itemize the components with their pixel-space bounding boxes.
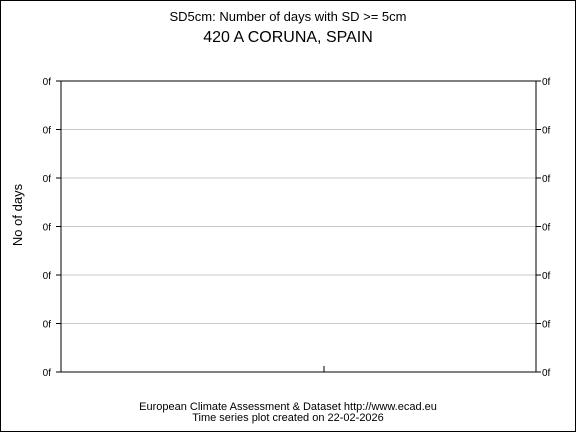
y-tick-label-right: 0f <box>542 320 551 331</box>
y-tick-label-left: 0f <box>43 223 52 234</box>
y-tick-label-right: 0f <box>542 174 551 185</box>
gridlines <box>61 129 536 324</box>
y-tick-label-left: 0f <box>43 126 52 137</box>
y-axis-label: No of days <box>10 183 25 246</box>
y-tick-label-left: 0f <box>43 368 52 379</box>
y-tick-label-right: 0f <box>542 368 551 379</box>
y-tick-label-right: 0f <box>542 223 551 234</box>
chart-subtitle: 420 A CORUNA, SPAIN <box>203 29 373 46</box>
ticks: 0f 0f 0f 0f 0f 0f 0f 0f 0f 0f 0f 0f 0f 0f <box>43 77 551 379</box>
y-tick-label-right: 0f <box>542 126 551 137</box>
y-tick-label-left: 0f <box>43 174 52 185</box>
y-tick-label-right: 0f <box>542 77 551 88</box>
y-tick-label-left: 0f <box>43 271 52 282</box>
footer-line-1: European Climate Assessment & Dataset ht… <box>139 401 437 413</box>
y-tick-label-left: 0f <box>43 77 52 88</box>
chart-title: SD5cm: Number of days with SD >= 5cm <box>170 9 407 24</box>
y-tick-label-left: 0f <box>43 320 52 331</box>
y-tick-label-right: 0f <box>542 271 551 282</box>
footer-line-2: Time series plot created on 22-02-2026 <box>192 412 384 424</box>
